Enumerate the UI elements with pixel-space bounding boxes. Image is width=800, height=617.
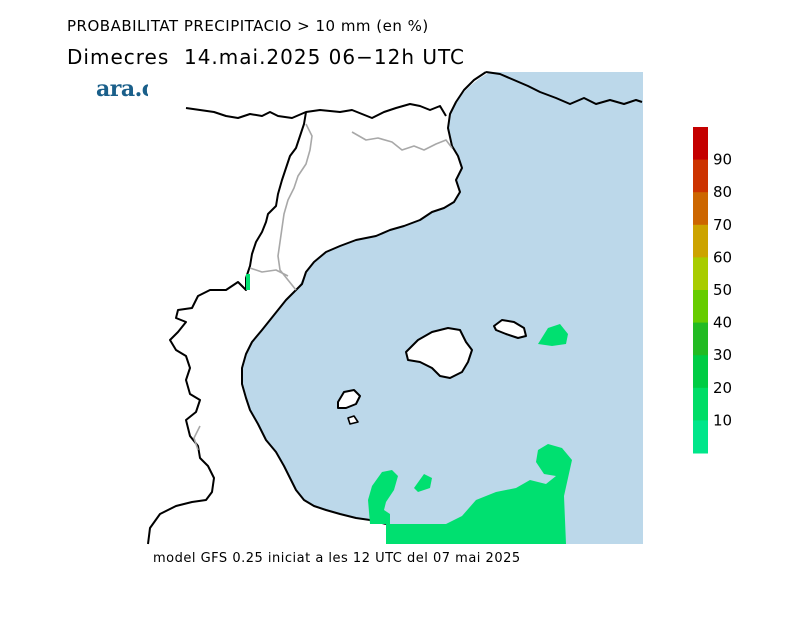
legend-tick-label: 60: [713, 248, 732, 266]
province-borders: [193, 123, 453, 451]
precip-area-small: [414, 474, 432, 492]
legend-swatch: [693, 127, 708, 161]
land-area: [148, 72, 486, 544]
legend-color-bar: [693, 127, 708, 454]
precip-area-south: [386, 444, 572, 544]
mallorca-island: [405, 327, 473, 379]
legend-tick-label: 90: [713, 151, 732, 169]
precip-area-menorca: [538, 324, 568, 346]
legend-tick-label: 50: [713, 281, 732, 299]
legend-swatch: [693, 290, 708, 324]
aragon-border: [147, 111, 307, 545]
menorca-island: [493, 319, 527, 339]
legend-labels: 90 80 70 60 50 40 30 20 10: [713, 151, 732, 430]
model-info: model GFS 0.25 iniciat a les 12 UTC del …: [153, 551, 521, 566]
forecast-date: Dimecres 14.mai.2025 06−12h UTC: [67, 45, 466, 69]
legend-tick-label: 30: [713, 346, 732, 364]
legend-swatch: [693, 355, 708, 389]
pyrenees-border: [185, 103, 447, 119]
precip-areas: [246, 274, 572, 544]
legend-swatch: [693, 322, 708, 356]
legend-swatch: [693, 159, 708, 193]
legend-tick-label: 40: [713, 314, 732, 332]
legend-swatch: [693, 257, 708, 291]
precip-area-ebro: [246, 274, 250, 290]
legend-tick-label: 80: [713, 183, 732, 201]
map-title: PROBABILITAT PRECIPITACIO > 10 mm (en %): [67, 17, 429, 35]
ibiza-island: [337, 389, 361, 409]
formentera-island: [347, 415, 359, 425]
legend-swatch: [693, 387, 708, 421]
precip-area-sw: [368, 470, 398, 524]
french-coastline: [485, 71, 643, 105]
legend-tick-label: 10: [713, 411, 732, 429]
legend-swatch: [693, 420, 708, 454]
legend-tick-label: 70: [713, 216, 732, 234]
legend-tick-label: 20: [713, 379, 732, 397]
coastline: [241, 71, 487, 525]
legend-swatch: [693, 192, 708, 226]
legend-swatch: [693, 224, 708, 258]
